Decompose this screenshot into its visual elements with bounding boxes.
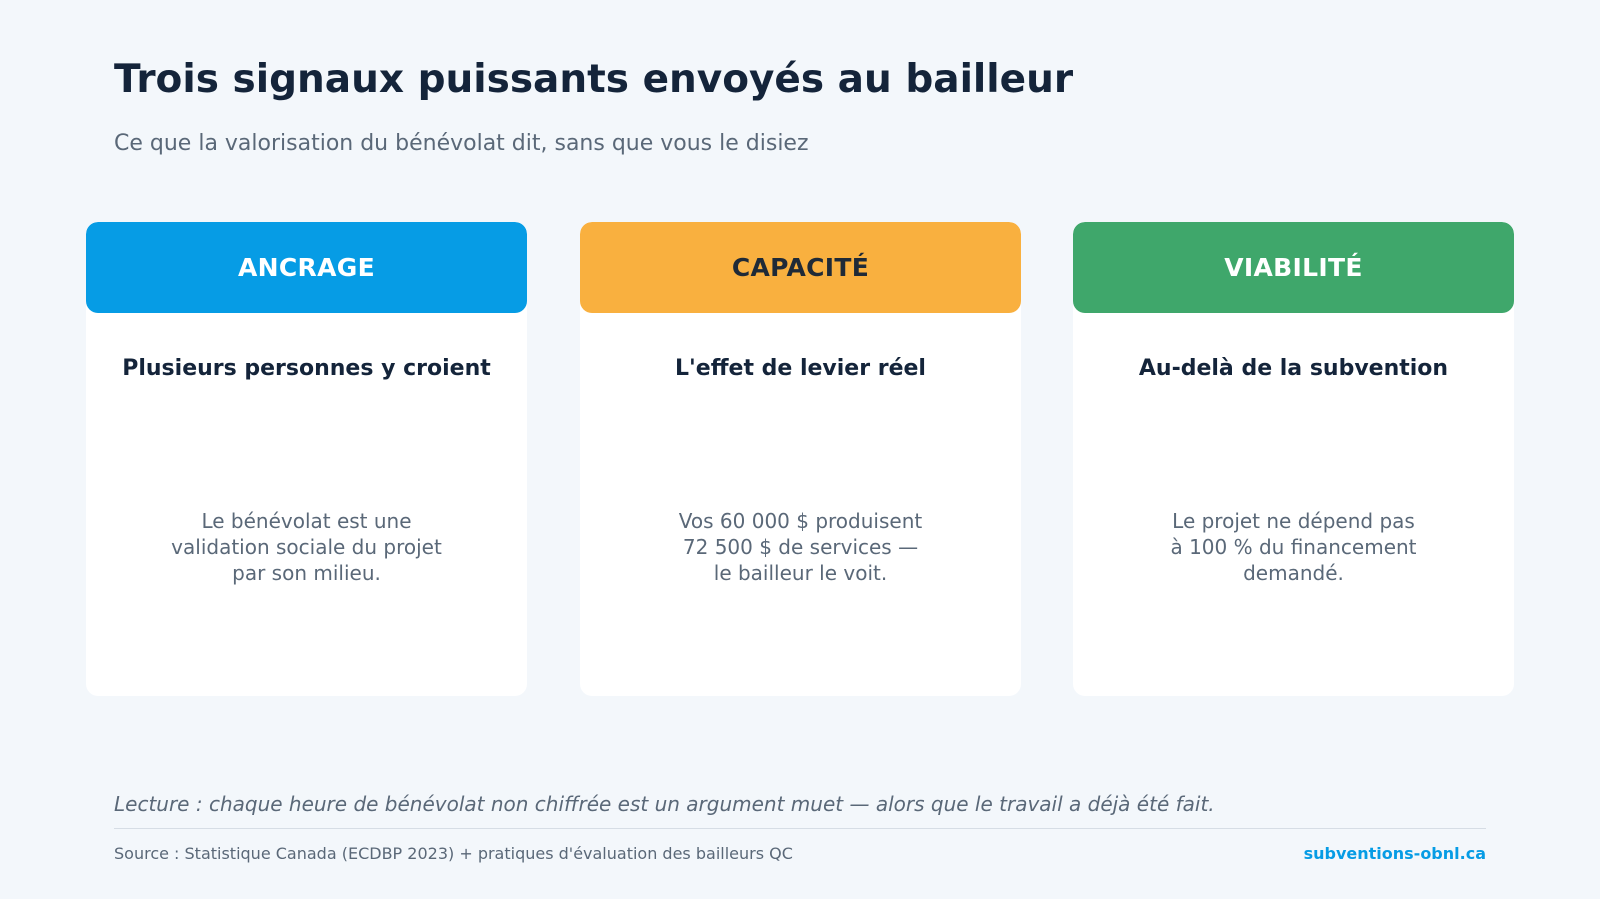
- card-viabilite-body-line: Le projet ne dépend pas: [1172, 509, 1415, 533]
- signal-cards: ANCRAGE Plusieurs personnes y croient Le…: [86, 222, 1514, 696]
- page-title: Trois signaux puissants envoyés au baill…: [114, 57, 1074, 102]
- source-note: Source : Statistique Canada (ECDBP 2023)…: [114, 844, 793, 863]
- card-viabilite: VIABILITÉ Au-delà de la subvention Le pr…: [1073, 222, 1514, 696]
- reading-note: Lecture : chaque heure de bénévolat non …: [114, 792, 1215, 816]
- card-ancrage: ANCRAGE Plusieurs personnes y croient Le…: [86, 222, 527, 696]
- card-viabilite-body-line: demandé.: [1243, 561, 1344, 585]
- card-capacite-body-line: Vos 60 000 $ produisent: [678, 509, 923, 533]
- website-link[interactable]: subventions-obnl.ca: [1303, 844, 1486, 863]
- card-viabilite-body: Le projet ne dépend pas à 100 % du finan…: [1133, 508, 1454, 586]
- card-capacite-body-line: le bailleur le voit.: [713, 561, 888, 585]
- card-ancrage-body-line: Le bénévolat est une: [201, 509, 412, 533]
- card-viabilite-header: VIABILITÉ: [1073, 222, 1514, 313]
- card-ancrage-heading: Plusieurs personnes y croient: [122, 356, 491, 381]
- card-capacite-header: CAPACITÉ: [580, 222, 1021, 313]
- card-capacite: CAPACITÉ L'effet de levier réel Vos 60 0…: [580, 222, 1021, 696]
- card-capacite-body: Vos 60 000 $ produisent 72 500 $ de serv…: [640, 508, 961, 586]
- card-ancrage-body-line: par son milieu.: [232, 561, 381, 585]
- card-capacite-body-line: 72 500 $ de services —: [682, 535, 919, 559]
- card-ancrage-body: Le bénévolat est une validation sociale …: [146, 508, 467, 586]
- page-subtitle: Ce que la valorisation du bénévolat dit,…: [114, 131, 809, 156]
- card-capacite-heading: L'effet de levier réel: [675, 356, 926, 381]
- footer-divider: [114, 828, 1486, 829]
- card-viabilite-body-line: à 100 % du financement: [1170, 535, 1417, 559]
- card-ancrage-body-line: validation sociale du projet: [171, 535, 442, 559]
- card-viabilite-heading: Au-delà de la subvention: [1138, 356, 1449, 381]
- card-ancrage-header: ANCRAGE: [86, 222, 527, 313]
